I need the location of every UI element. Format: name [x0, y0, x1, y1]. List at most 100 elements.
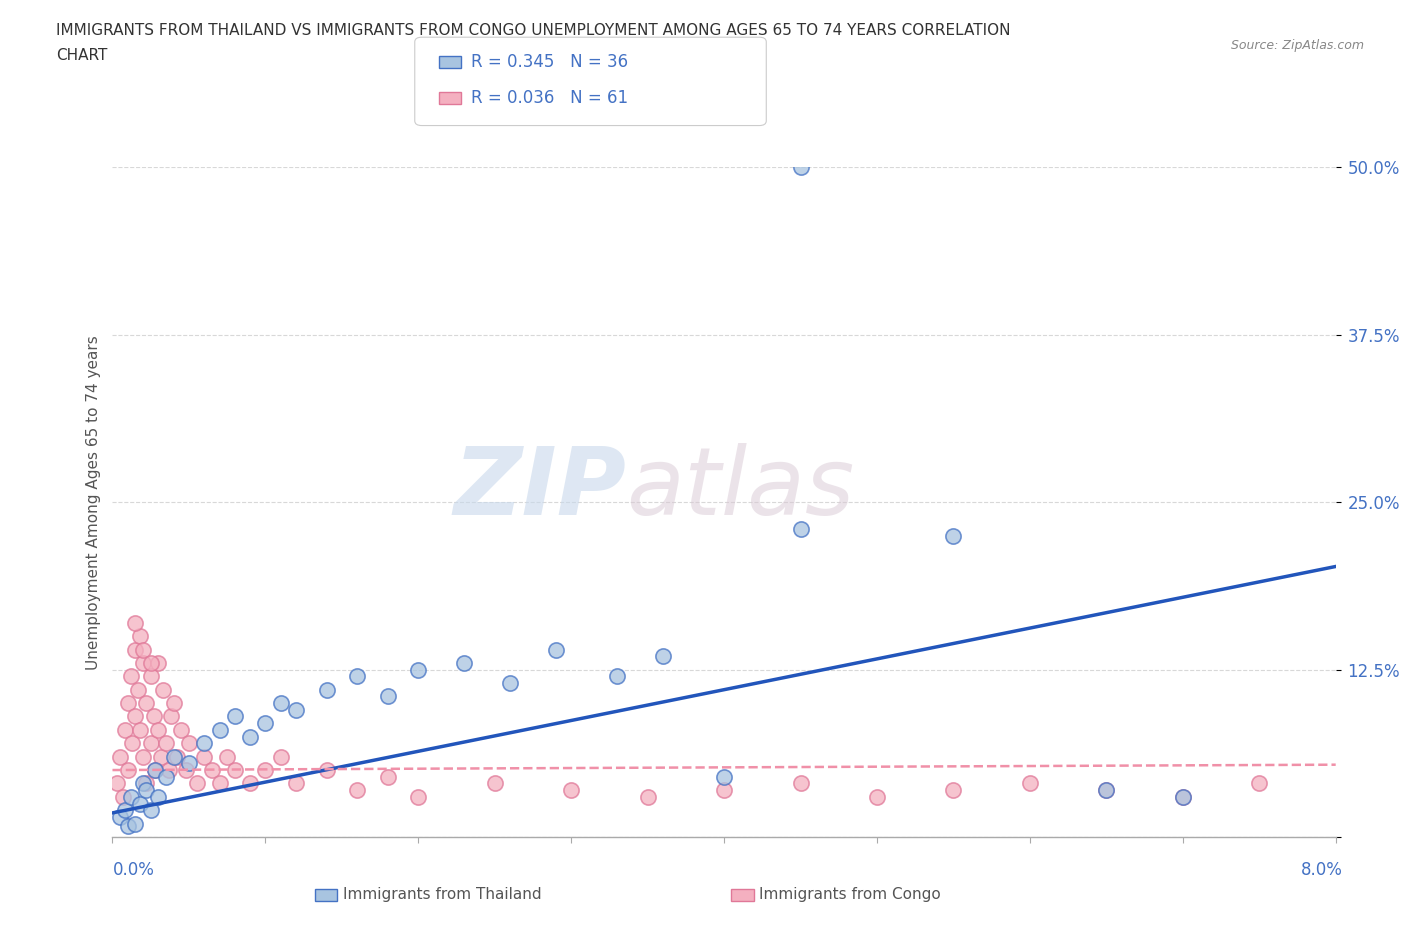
Text: Source: ZipAtlas.com: Source: ZipAtlas.com — [1230, 39, 1364, 52]
Point — [120, 790, 142, 804]
Text: 0.0%: 0.0% — [112, 860, 155, 879]
Point — [177, 756, 200, 771]
Point — [270, 696, 292, 711]
Point — [105, 776, 128, 790]
Text: R = 0.036   N = 61: R = 0.036 N = 61 — [471, 88, 628, 107]
Point — [132, 750, 155, 764]
Point — [789, 776, 811, 790]
Point — [1249, 776, 1271, 790]
Point — [315, 763, 337, 777]
Text: 8.0%: 8.0% — [1301, 860, 1343, 879]
Point — [713, 769, 735, 784]
Text: Immigrants from Congo: Immigrants from Congo — [759, 887, 941, 902]
Text: CHART: CHART — [56, 48, 108, 63]
Point — [150, 750, 173, 764]
Point — [155, 736, 177, 751]
Point — [346, 669, 368, 684]
Point — [217, 750, 239, 764]
Point — [1171, 790, 1194, 804]
Point — [484, 776, 506, 790]
Point — [224, 709, 246, 724]
Point — [499, 675, 522, 690]
Point — [163, 750, 186, 764]
Point — [114, 723, 136, 737]
Point — [120, 669, 142, 684]
Point — [148, 656, 170, 671]
Point — [652, 649, 675, 664]
Point — [315, 683, 337, 698]
Point — [143, 763, 166, 777]
Point — [135, 776, 157, 790]
Text: Immigrants from Thailand: Immigrants from Thailand — [343, 887, 541, 902]
Point — [453, 656, 475, 671]
Point — [124, 817, 146, 831]
Point — [284, 702, 308, 717]
Point — [866, 790, 889, 804]
Point — [1095, 783, 1118, 798]
Point — [132, 776, 155, 790]
Point — [789, 522, 811, 537]
Point — [208, 723, 231, 737]
Point — [1018, 776, 1040, 790]
Point — [139, 669, 162, 684]
Point — [117, 696, 139, 711]
Point — [254, 716, 277, 731]
Point — [239, 729, 262, 744]
Point — [129, 796, 152, 811]
Point — [174, 763, 197, 777]
Point — [166, 750, 188, 764]
Point — [942, 783, 965, 798]
Point — [544, 642, 567, 657]
Point — [789, 160, 811, 175]
Point — [152, 683, 174, 698]
Point — [170, 723, 193, 737]
Point — [377, 689, 399, 704]
Text: ZIP: ZIP — [453, 443, 626, 535]
Point — [112, 790, 135, 804]
Point — [139, 803, 162, 817]
Point — [135, 783, 157, 798]
Point — [606, 669, 628, 684]
Point — [942, 528, 965, 543]
Point — [186, 776, 208, 790]
Point — [1095, 783, 1118, 798]
Point — [132, 642, 155, 657]
Point — [159, 709, 181, 724]
Point — [713, 783, 735, 798]
Point — [148, 790, 170, 804]
Point — [560, 783, 582, 798]
Text: atlas: atlas — [626, 444, 855, 535]
Point — [121, 736, 143, 751]
Point — [117, 763, 139, 777]
Point — [148, 723, 170, 737]
Point — [155, 769, 177, 784]
Point — [124, 616, 146, 631]
Point — [346, 783, 368, 798]
Point — [377, 769, 399, 784]
Point — [124, 709, 146, 724]
Point — [124, 642, 146, 657]
Point — [224, 763, 246, 777]
Point — [143, 763, 166, 777]
Point — [239, 776, 262, 790]
Point — [177, 736, 200, 751]
Point — [132, 656, 155, 671]
Point — [1171, 790, 1194, 804]
Point — [157, 763, 180, 777]
Point — [193, 736, 215, 751]
Point — [129, 629, 152, 644]
Point — [139, 736, 162, 751]
Point — [139, 656, 162, 671]
Text: IMMIGRANTS FROM THAILAND VS IMMIGRANTS FROM CONGO UNEMPLOYMENT AMONG AGES 65 TO : IMMIGRANTS FROM THAILAND VS IMMIGRANTS F… — [56, 23, 1011, 38]
Point — [135, 696, 157, 711]
Point — [193, 750, 215, 764]
Point — [142, 709, 165, 724]
Point — [163, 696, 186, 711]
Point — [108, 750, 131, 764]
Point — [208, 776, 231, 790]
Point — [408, 662, 430, 677]
Y-axis label: Unemployment Among Ages 65 to 74 years: Unemployment Among Ages 65 to 74 years — [86, 335, 101, 670]
Point — [114, 803, 136, 817]
Text: R = 0.345   N = 36: R = 0.345 N = 36 — [471, 53, 628, 72]
Point — [408, 790, 430, 804]
